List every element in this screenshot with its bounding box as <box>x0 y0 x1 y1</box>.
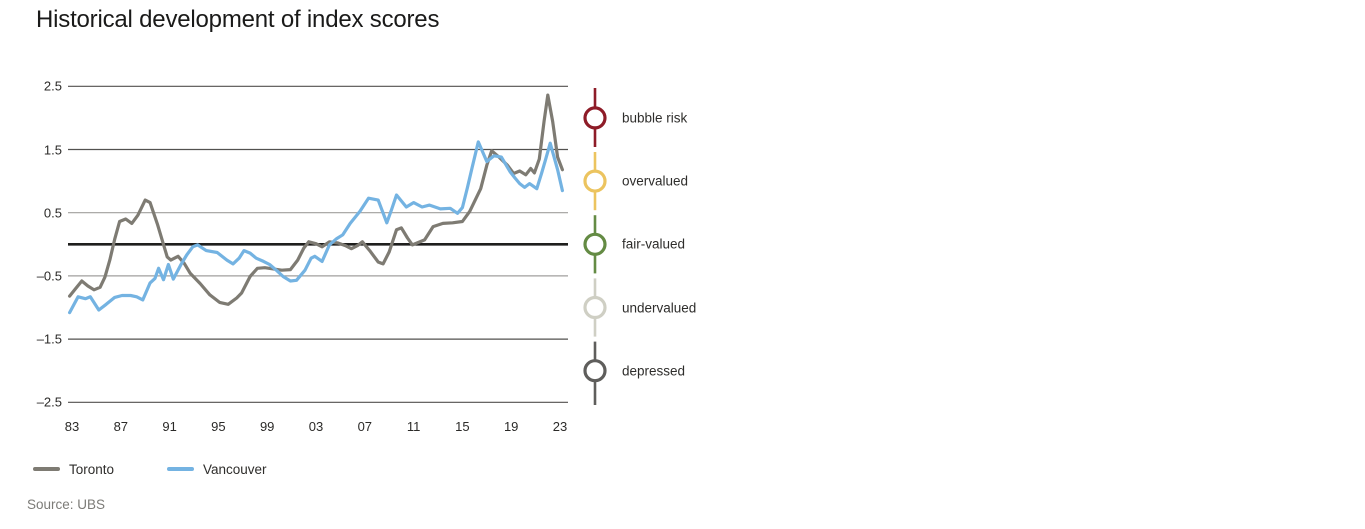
x-tick-label: 19 <box>503 419 519 434</box>
x-tick-label: 95 <box>211 419 226 434</box>
toronto-line-swatch <box>33 467 60 471</box>
source-text: Source: UBS <box>27 497 106 512</box>
x-tick-label: 99 <box>259 419 275 434</box>
vancouver-line-swatch <box>167 467 194 471</box>
risk-circle-bubble-risk <box>583 106 607 130</box>
x-tick-label: 23 <box>552 419 568 434</box>
x-tick-label: 83 <box>64 419 80 434</box>
x-tick-label: 11 <box>406 419 421 434</box>
risk-label-undervalued: undervalued <box>622 299 697 315</box>
y-tick-label: 1.5 <box>43 142 62 157</box>
x-tick-label: 91 <box>162 419 177 434</box>
risk-label-overvalued: overvalued <box>622 173 689 189</box>
x-tick-label: 07 <box>357 419 373 434</box>
risk-label-depressed: depressed <box>622 362 686 378</box>
x-tick-label: 87 <box>113 419 129 434</box>
risk-circle-depressed <box>583 359 607 383</box>
series-line-vancouver <box>67 140 565 315</box>
series-line-toronto <box>67 93 565 306</box>
chart-title: Historical development of index scores <box>36 6 440 33</box>
y-tick-label: –1.5 <box>36 331 62 347</box>
risk-label-bubble-risk: bubble risk <box>622 110 688 126</box>
y-tick-label: 0.5 <box>43 205 62 221</box>
legend-entry-vancouver: Vancouver <box>167 461 267 477</box>
y-tick-label: –0.5 <box>36 268 62 284</box>
x-tick-label: 03 <box>308 419 324 434</box>
risk-circle-undervalued <box>583 295 607 320</box>
chart-canvas <box>67 85 607 405</box>
y-tick-label: –2.5 <box>36 394 62 410</box>
risk-circle-overvalued <box>583 169 607 193</box>
risk-circle-fair-valued <box>583 232 607 256</box>
legend-label: Vancouver <box>203 462 267 478</box>
risk-label-fair-valued: fair-valued <box>622 236 686 252</box>
legend-entry-toronto: Toronto <box>33 461 114 477</box>
y-tick-label: 2.5 <box>43 78 62 94</box>
legend-label: Toronto <box>69 462 115 478</box>
x-tick-label: 15 <box>455 419 470 434</box>
